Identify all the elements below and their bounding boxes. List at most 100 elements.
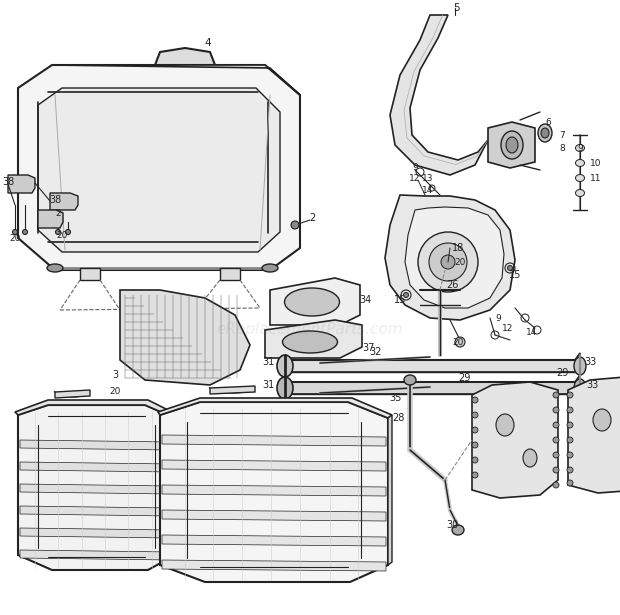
Polygon shape <box>50 193 78 210</box>
Polygon shape <box>160 402 388 582</box>
Polygon shape <box>20 506 172 516</box>
Ellipse shape <box>553 407 559 413</box>
Ellipse shape <box>567 452 573 458</box>
Polygon shape <box>55 390 90 398</box>
Ellipse shape <box>56 229 61 234</box>
Polygon shape <box>18 65 300 270</box>
Text: 15: 15 <box>394 295 406 305</box>
Polygon shape <box>20 440 172 450</box>
Polygon shape <box>385 195 515 320</box>
Text: 12: 12 <box>502 323 514 333</box>
Text: 9: 9 <box>577 143 583 153</box>
Polygon shape <box>390 15 488 175</box>
Ellipse shape <box>455 337 465 347</box>
Ellipse shape <box>553 437 559 443</box>
Ellipse shape <box>553 467 559 473</box>
Ellipse shape <box>472 397 478 403</box>
Text: 6: 6 <box>545 117 551 127</box>
Text: 3: 3 <box>112 370 118 380</box>
Text: 7: 7 <box>559 130 565 140</box>
Ellipse shape <box>567 422 573 428</box>
Text: 30: 30 <box>446 520 458 530</box>
Ellipse shape <box>575 145 585 151</box>
Ellipse shape <box>283 331 337 353</box>
Ellipse shape <box>496 414 514 436</box>
Ellipse shape <box>567 480 573 486</box>
Text: 38: 38 <box>2 177 14 187</box>
Polygon shape <box>162 560 386 571</box>
Text: 4: 4 <box>205 38 211 48</box>
Ellipse shape <box>285 288 340 316</box>
Ellipse shape <box>472 457 478 463</box>
Ellipse shape <box>567 467 573 473</box>
Text: 8: 8 <box>559 143 565 153</box>
Polygon shape <box>210 386 255 394</box>
Polygon shape <box>285 375 580 394</box>
Polygon shape <box>8 175 35 193</box>
Text: 20: 20 <box>56 231 68 239</box>
Text: 10: 10 <box>590 159 602 167</box>
Polygon shape <box>158 398 392 418</box>
Polygon shape <box>162 460 386 471</box>
Ellipse shape <box>567 437 573 443</box>
Ellipse shape <box>574 379 586 397</box>
Ellipse shape <box>441 255 455 269</box>
Text: 35: 35 <box>389 393 401 403</box>
Polygon shape <box>270 278 360 325</box>
Polygon shape <box>162 510 386 521</box>
Polygon shape <box>285 353 580 372</box>
Text: 26: 26 <box>446 280 458 290</box>
Ellipse shape <box>277 377 293 399</box>
Polygon shape <box>388 415 392 565</box>
Ellipse shape <box>277 355 293 377</box>
Polygon shape <box>20 484 172 494</box>
Polygon shape <box>220 268 240 280</box>
Text: 20: 20 <box>109 387 121 397</box>
Ellipse shape <box>291 221 299 229</box>
Text: 14: 14 <box>422 186 433 194</box>
Text: 9: 9 <box>495 314 501 322</box>
Polygon shape <box>20 550 172 560</box>
Ellipse shape <box>404 375 416 385</box>
Text: 29: 29 <box>556 368 568 378</box>
Ellipse shape <box>575 189 585 197</box>
Text: 5: 5 <box>453 3 459 13</box>
Polygon shape <box>52 65 300 95</box>
Text: 31: 31 <box>262 357 274 367</box>
Ellipse shape <box>538 124 552 142</box>
Ellipse shape <box>22 229 27 234</box>
Ellipse shape <box>66 229 71 234</box>
Ellipse shape <box>553 422 559 428</box>
Text: 20: 20 <box>9 234 20 242</box>
Ellipse shape <box>553 452 559 458</box>
Text: 33: 33 <box>584 357 596 367</box>
Text: 28: 28 <box>392 413 404 423</box>
Ellipse shape <box>47 264 63 272</box>
Ellipse shape <box>575 175 585 181</box>
Polygon shape <box>38 88 280 252</box>
Text: 2: 2 <box>55 208 61 218</box>
Text: 13: 13 <box>422 173 434 183</box>
Text: 29: 29 <box>458 373 470 383</box>
Polygon shape <box>15 400 178 418</box>
Text: 11: 11 <box>590 173 602 183</box>
Text: 20: 20 <box>454 258 466 266</box>
Polygon shape <box>155 48 215 65</box>
Text: 33: 33 <box>586 380 598 390</box>
Polygon shape <box>20 528 172 538</box>
Text: 32: 32 <box>369 347 381 357</box>
Text: 37: 37 <box>362 343 374 353</box>
Ellipse shape <box>472 472 478 478</box>
Ellipse shape <box>472 412 478 418</box>
Ellipse shape <box>418 232 478 292</box>
Polygon shape <box>20 462 172 472</box>
Ellipse shape <box>262 264 278 272</box>
Text: 15: 15 <box>509 270 521 280</box>
Polygon shape <box>265 320 362 358</box>
Ellipse shape <box>523 449 537 467</box>
Ellipse shape <box>553 482 559 488</box>
Ellipse shape <box>12 229 17 234</box>
Ellipse shape <box>404 293 409 298</box>
Text: 14: 14 <box>526 328 538 336</box>
Text: 18: 18 <box>452 243 464 253</box>
